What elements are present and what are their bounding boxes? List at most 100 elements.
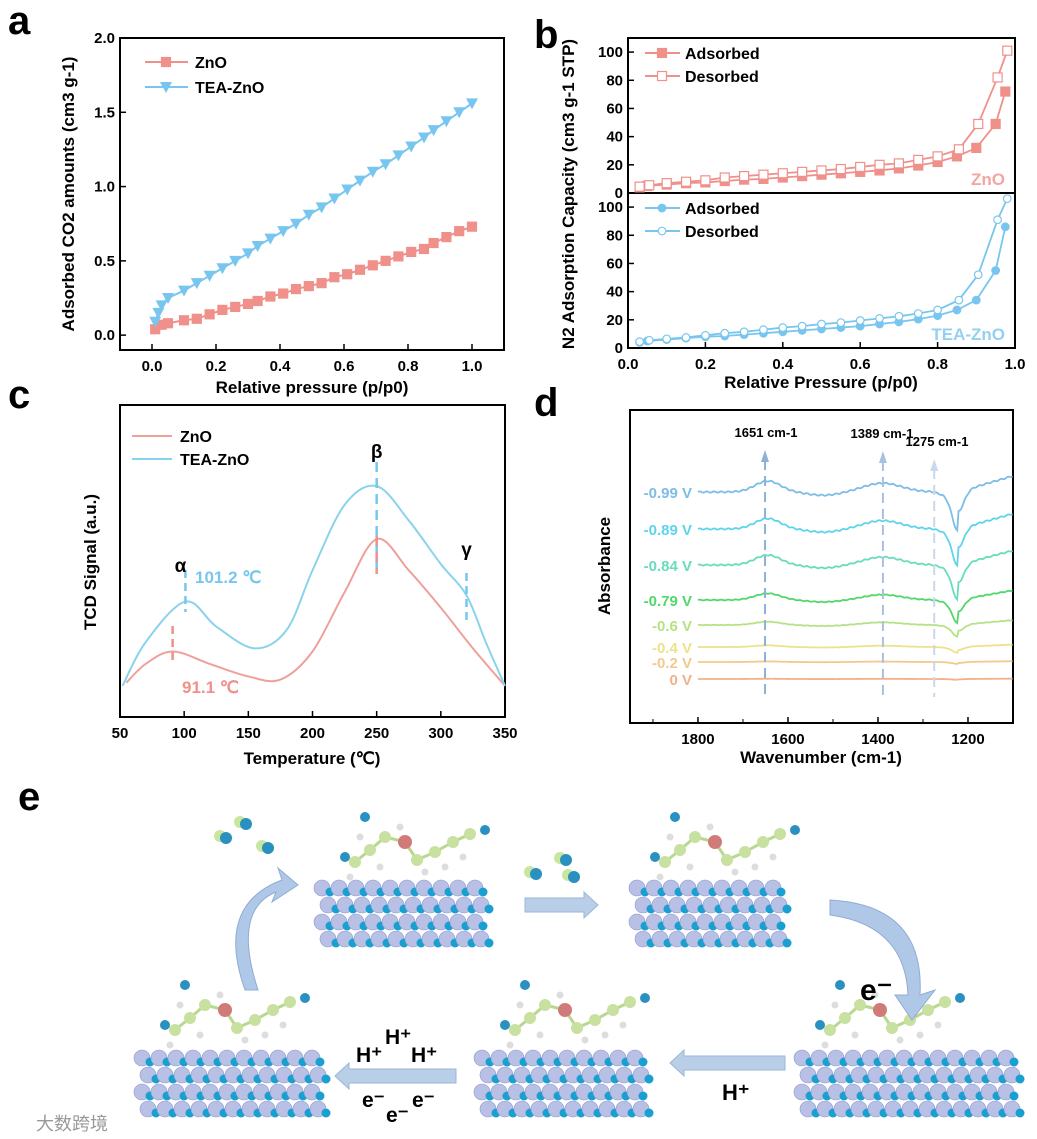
data-point-TEA-ZnO-Desorbed: [681, 333, 691, 342]
oh-atom: [300, 993, 310, 1003]
o-atom: [315, 1057, 325, 1067]
proton-label-1: H⁺: [356, 1044, 382, 1067]
curved-arrow-icon: [235, 866, 299, 991]
data-point-ZnO: [204, 309, 215, 320]
legend-label: Adsorbed: [685, 201, 760, 218]
spectrum--0.79 V: [697, 589, 1013, 625]
subplot-label-ZnO: ZnO: [971, 170, 1005, 189]
o-atom: [321, 1108, 331, 1118]
o-atom: [478, 887, 488, 897]
x-axis-c-tick-label: 350: [492, 725, 517, 742]
data-point-ZnO: [367, 260, 378, 271]
panel-label-d: d: [534, 381, 558, 425]
data-point-TEA-ZnO-Desorbed: [644, 335, 654, 345]
x-axis-d-tick-label: 1600: [771, 731, 804, 748]
data-point-TEA-ZnO: [178, 285, 190, 297]
o-atom: [484, 904, 494, 914]
o-atom: [478, 921, 488, 931]
x-axis-label-c: Temperature (℃): [244, 749, 381, 768]
electron-label-2: e⁻: [386, 1104, 409, 1127]
o-atom: [1009, 1057, 1019, 1067]
data-point-ZnO-Desorbed: [719, 172, 730, 183]
oh-atom: [815, 1020, 825, 1030]
legend-label-ZnO: ZnO: [180, 429, 212, 446]
x-axis-label-d: Wavenumber (cm-1): [740, 748, 902, 767]
c-atom: [267, 1004, 279, 1016]
data-point-ZnO-Desorbed: [973, 118, 984, 130]
data-point-ZnO-Desorbed: [1002, 45, 1013, 56]
x-axis-c-tick-label: 150: [236, 725, 261, 742]
data-point-TEA-ZnO: [315, 202, 328, 214]
oh-atom: [160, 1020, 170, 1030]
watermark: 大数跨境: [36, 1114, 108, 1135]
y-axis-b-TEA-ZnO-tick-label: 100: [598, 199, 623, 216]
proton-label: H⁺: [722, 1080, 750, 1105]
data-point-ZnO-Desorbed: [797, 166, 808, 177]
data-point-ZnO-Desorbed: [758, 169, 769, 180]
x-axis-b-tick-label: 0.0: [618, 356, 639, 373]
c-atom: [739, 846, 751, 858]
curved-arrow-icon: [829, 899, 937, 1021]
data-point-ZnO: [178, 315, 190, 326]
y-axis-b-ZnO-tick-label: 20: [606, 157, 623, 174]
plot-area-a: [119, 37, 505, 351]
h-atom: [581, 1036, 589, 1044]
co2-oxygen: [220, 832, 232, 844]
oh-atom: [340, 852, 350, 862]
peak-arrow-icon: [878, 451, 887, 463]
c-atom: [464, 828, 476, 840]
data-point-TEA-ZnO: [155, 300, 168, 312]
oh-atom: [650, 852, 660, 862]
c-atom: [757, 836, 769, 848]
zno-slab-2: [628, 879, 792, 948]
c-atom: [689, 831, 701, 843]
potential-label: -0.79 V: [644, 593, 692, 610]
potential-label: 0 V: [669, 672, 692, 689]
y-axis-b-TEA-ZnO-tick-label: 0: [615, 340, 623, 357]
spectrum--0.4 V: [697, 643, 1013, 654]
c-atom: [199, 999, 211, 1011]
annotation-91: 91.1 ℃: [182, 678, 239, 697]
legend-marker: [656, 70, 668, 82]
data-point-ZnO-Desorbed: [913, 154, 924, 165]
data-point-TEA-ZnO-Desorbed: [894, 311, 904, 321]
o-atom: [782, 904, 792, 914]
n-atom: [708, 835, 722, 849]
h-atom: [666, 833, 674, 841]
data-point-TEA-ZnO: [162, 293, 174, 304]
y-axis-b-ZnO-tick-label: 80: [606, 72, 623, 89]
co2-molecule: [234, 816, 252, 830]
c-atom: [721, 854, 733, 866]
c-atom: [379, 831, 391, 843]
o-atom: [1015, 1074, 1025, 1084]
data-point-ZnO-Desorbed: [700, 175, 711, 186]
y-axis-label-c: TCD Signal (a.u.): [81, 494, 100, 630]
y-axis-label-d: Absorbance: [595, 517, 614, 615]
right-arrow-icon: [524, 890, 599, 920]
tea-molecule-1: [340, 812, 490, 881]
h-atom: [356, 833, 364, 841]
spectrum-0 V: [697, 677, 1013, 681]
x-axis-d-tick-label: 1400: [861, 731, 894, 748]
left-arrow-icon: [334, 1061, 457, 1091]
h-atom: [556, 991, 564, 999]
data-point-TEA-ZnO: [203, 270, 216, 282]
c-atom: [364, 844, 376, 856]
data-point-ZnO-Desorbed: [835, 163, 846, 175]
panel-label-b: b: [534, 13, 558, 57]
c-atom: [284, 996, 296, 1008]
peak-arrow-icon: [761, 450, 770, 462]
h-atom: [261, 1031, 269, 1039]
spectrum--0.89 V: [697, 513, 1013, 568]
y-axis-a-tick-label: 1.0: [94, 179, 115, 196]
oh-atom: [790, 825, 800, 835]
h-atom: [686, 863, 694, 871]
data-point-TEA-ZnO-Desorbed: [993, 215, 1002, 225]
potential-label: -0.2 V: [652, 655, 692, 672]
data-point-ZnO: [278, 288, 289, 299]
c-atom: [184, 1012, 196, 1024]
h-atom: [516, 1001, 524, 1009]
y-axis-label-b: N2 Adsorption Capacity (cm3 g-1 STP): [559, 39, 578, 349]
co2-oxygen: [530, 868, 542, 880]
annotation-101: 101.2 ℃: [195, 568, 261, 587]
